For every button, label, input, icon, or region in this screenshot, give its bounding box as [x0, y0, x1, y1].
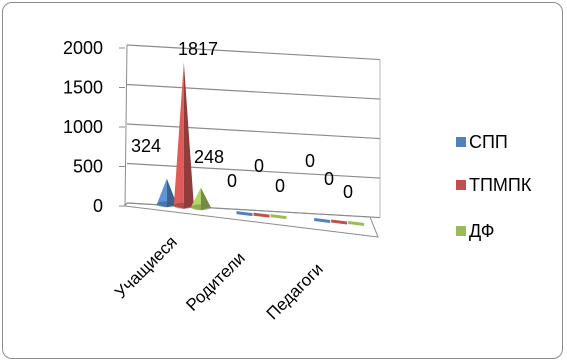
gridline [126, 83, 381, 100]
y-tick-label: 0 [93, 196, 103, 216]
data-label: 248 [194, 147, 224, 167]
cone-ДФ-Учащиеся [190, 187, 211, 211]
legend-swatch-ТПМПК [456, 180, 466, 190]
data-label: 0 [254, 156, 264, 176]
cone-ТПМПК-Учащиеся [173, 62, 194, 209]
floor-plane [124, 202, 379, 238]
category-label: Родители [182, 248, 248, 314]
cone-base [156, 201, 177, 208]
flat-mark-ДФ-Родители [270, 214, 287, 220]
cone-face-left [156, 178, 167, 208]
gridline [126, 162, 381, 179]
cone-base [190, 204, 211, 211]
cone-СПП-Учащиеся [156, 178, 177, 208]
legend-label: ТПМПК [469, 175, 532, 195]
category-label: Педагоги [263, 259, 327, 323]
cone-face-right [183, 62, 194, 209]
legend-swatch-ДФ [456, 226, 466, 236]
data-label: 324 [131, 136, 161, 156]
y-tick-label: 500 [73, 157, 103, 177]
gridline [126, 44, 381, 61]
data-label: 0 [343, 182, 353, 202]
y-tick-label: 2000 [63, 38, 103, 58]
data-label: 1817 [178, 39, 218, 59]
flat-mark-СПП-Педагоги [314, 218, 331, 224]
data-label: 0 [324, 169, 334, 189]
legend-label: СПП [469, 132, 508, 152]
category-label: Учащиеся [111, 232, 181, 302]
data-label: 0 [227, 171, 237, 191]
legend-label: ДФ [469, 221, 494, 241]
legend-swatch-СПП [456, 137, 466, 147]
y-tick-label: 1500 [63, 78, 103, 98]
cone-face-left [173, 62, 184, 209]
flat-mark-ТПМПК-Педагоги [331, 219, 348, 225]
data-label: 0 [305, 151, 315, 171]
y-tick-label: 1000 [63, 117, 103, 137]
flat-mark-СПП-Родители [236, 211, 253, 217]
gridline [126, 123, 381, 140]
cone-base [173, 202, 194, 209]
vertical-axis-line [124, 44, 128, 207]
chart-frame [2, 2, 563, 359]
data-label: 0 [275, 176, 285, 196]
flat-mark-ДФ-Педагоги [348, 221, 365, 227]
flat-mark-ТПМПК-Родители [253, 212, 270, 218]
